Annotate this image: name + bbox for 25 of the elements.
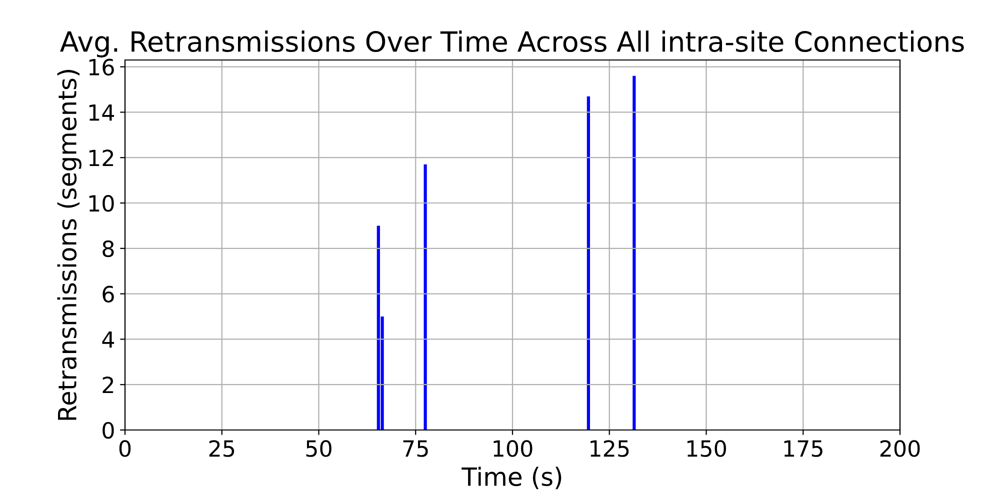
x-tick-label: 50	[306, 440, 332, 457]
x-axis-title: Time (s)	[462, 466, 562, 490]
y-tick-label: 8	[102, 240, 114, 258]
y-tick-label: 2	[102, 376, 114, 394]
x-tick-label: 200	[880, 440, 920, 457]
x-tick-label: 75	[403, 440, 428, 457]
x-tick-label: 125	[590, 440, 629, 457]
bar	[586, 96, 590, 430]
y-tick-label: 12	[89, 150, 114, 166]
y-tick-label: 6	[102, 286, 114, 303]
bar	[376, 226, 380, 430]
x-tick-label: 175	[784, 440, 822, 457]
x-tick-label: 150	[687, 440, 726, 457]
x-tick-label: 25	[209, 440, 234, 457]
y-tick-label: 0	[102, 422, 114, 439]
bar	[632, 76, 636, 430]
x-tick-label: 0	[119, 440, 131, 457]
y-tick-label: 4	[102, 331, 114, 348]
y-tick-label: 14	[89, 104, 114, 121]
bar	[424, 164, 427, 430]
y-tick-label: 10	[89, 194, 114, 212]
x-tick-label: 100	[494, 440, 532, 457]
y-axis-title: Retransmissions (segments)	[57, 70, 82, 420]
chart-title: Avg. Retransmissions Over Time Across All intra-site Connections	[60, 30, 964, 58]
y-tick-label: 16	[89, 58, 114, 76]
